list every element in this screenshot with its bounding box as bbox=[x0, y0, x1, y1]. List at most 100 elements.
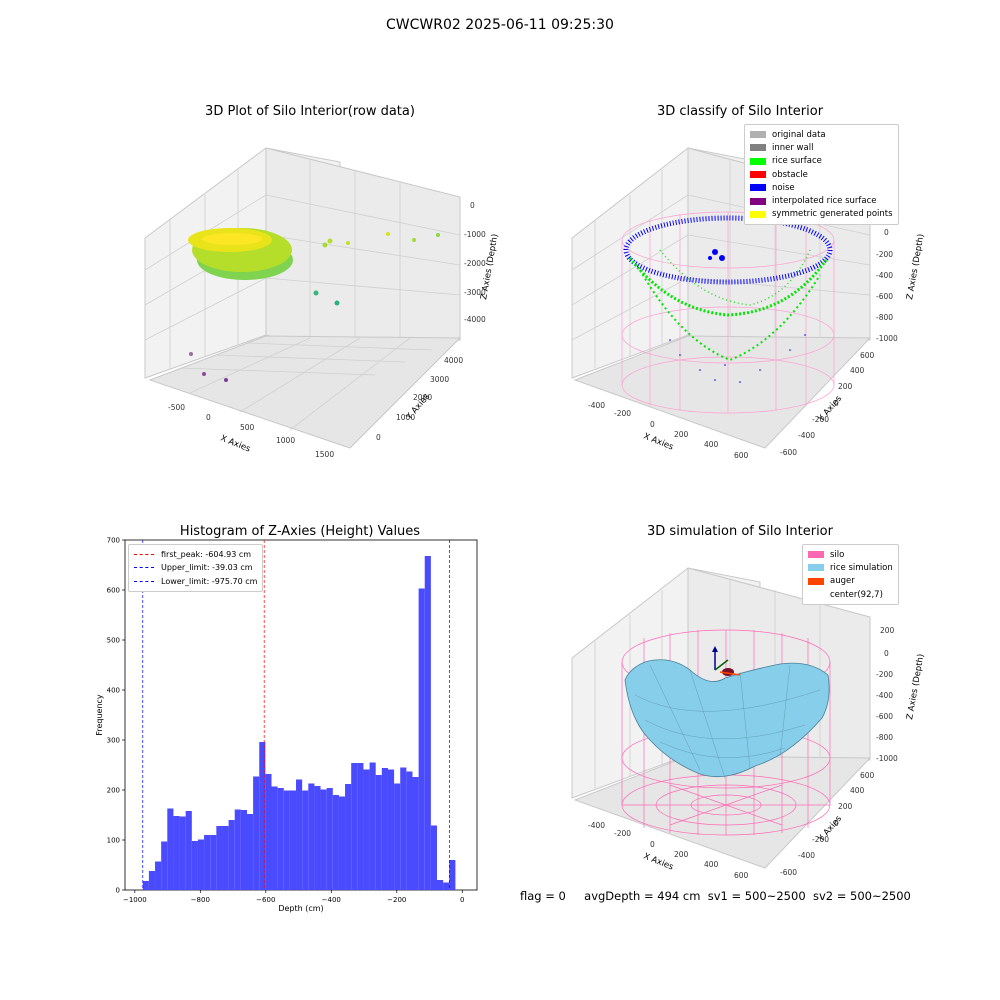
outlier-points bbox=[189, 232, 440, 382]
legend-swatch bbox=[750, 171, 766, 179]
svg-text:1000: 1000 bbox=[396, 413, 415, 422]
histogram-bar bbox=[167, 808, 174, 890]
histogram-bar bbox=[320, 789, 327, 890]
obstacle-blob bbox=[708, 249, 725, 261]
histogram-bar bbox=[412, 777, 419, 890]
noise-scatter bbox=[669, 334, 806, 383]
histogram-bar bbox=[173, 816, 180, 890]
y-axis-label: Frequency bbox=[95, 694, 104, 736]
x-tick-labels: -400 -200 0 200 400 600 bbox=[588, 821, 749, 880]
histogram-bar bbox=[259, 742, 266, 890]
legend-swatch bbox=[750, 210, 766, 218]
rice-surface-mesh bbox=[628, 257, 828, 317]
svg-text:-200: -200 bbox=[614, 829, 631, 838]
histogram-bar bbox=[265, 774, 272, 890]
y-tick-labels: -600 -400 -200 0 200 400 600 bbox=[780, 351, 875, 457]
histogram-bar bbox=[381, 768, 388, 890]
status-footer: flag = 0 avgDepth = 494 cm sv1 = 500~250… bbox=[520, 889, 911, 903]
simulation-legend: silo rice simulation auger center(92,7) bbox=[802, 544, 899, 606]
panel-simulation-3d: 3D simulation of Silo Interior bbox=[550, 520, 930, 900]
svg-text:600: 600 bbox=[734, 451, 749, 460]
floor-pane bbox=[573, 755, 872, 869]
panel-title: 3D classify of Silo Interior bbox=[656, 104, 824, 119]
histogram-bar bbox=[400, 767, 407, 890]
svg-text:-1000: -1000 bbox=[464, 230, 486, 239]
svg-text:600: 600 bbox=[734, 871, 749, 880]
svg-text:2000: 2000 bbox=[413, 393, 432, 402]
svg-text:-600: -600 bbox=[876, 292, 893, 301]
histogram-bar bbox=[369, 762, 376, 890]
histogram-bar bbox=[418, 588, 425, 890]
histogram-bar bbox=[228, 820, 235, 890]
x-tick-label: −400 bbox=[322, 896, 341, 904]
histogram-bar bbox=[283, 790, 290, 890]
y-tick-label: 700 bbox=[107, 537, 120, 545]
svg-text:-400: -400 bbox=[588, 821, 605, 830]
svg-text:-4000: -4000 bbox=[464, 315, 486, 324]
svg-text:500: 500 bbox=[240, 423, 255, 432]
svg-text:-600: -600 bbox=[780, 448, 797, 457]
svg-text:-200: -200 bbox=[812, 415, 829, 424]
sv1-text: sv1 = 500~2500 bbox=[707, 889, 806, 903]
histogram-bar bbox=[204, 835, 211, 890]
svg-text:-400: -400 bbox=[588, 401, 605, 410]
z-axis-label: Z Axies (Depth) bbox=[905, 653, 926, 720]
legend-swatch bbox=[750, 184, 766, 192]
svg-text:-400: -400 bbox=[876, 691, 893, 700]
histogram-bar bbox=[277, 788, 284, 890]
y-tick-label: 400 bbox=[107, 687, 120, 695]
svg-text:-500: -500 bbox=[168, 403, 185, 412]
y-tick-label: 300 bbox=[107, 737, 120, 745]
floor-pane bbox=[148, 335, 462, 449]
legend-swatch bbox=[750, 144, 766, 152]
figure-title: CWCWR02 2025-06-11 09:25:30 bbox=[386, 17, 614, 33]
svg-text:-1000: -1000 bbox=[876, 334, 898, 343]
classify-legend: original data inner wall rice surface ob… bbox=[744, 124, 899, 226]
svg-text:200: 200 bbox=[674, 850, 689, 859]
svg-text:600: 600 bbox=[860, 771, 875, 780]
histogram-bar bbox=[155, 861, 162, 890]
rice-cluster-rim bbox=[202, 233, 262, 245]
z-axis-label: Z Axies (Depth) bbox=[905, 233, 926, 300]
surface-mesh bbox=[634, 664, 821, 779]
legend-swatch bbox=[808, 591, 824, 598]
x-tick-label: −200 bbox=[387, 896, 406, 904]
histogram-bar bbox=[387, 769, 395, 890]
histogram-bar bbox=[375, 775, 382, 890]
panel-title: 3D Plot of Silo Interior(row data) bbox=[205, 104, 415, 119]
svg-text:0: 0 bbox=[376, 433, 381, 442]
flag-text: flag = 0 bbox=[520, 889, 566, 903]
svg-text:200: 200 bbox=[674, 430, 689, 439]
histogram-bar bbox=[234, 809, 241, 890]
svg-text:-600: -600 bbox=[780, 868, 797, 877]
svg-text:-200: -200 bbox=[876, 250, 893, 259]
svg-text:400: 400 bbox=[704, 440, 719, 449]
y-tick-label: 0 bbox=[116, 887, 120, 895]
y-axis-label: Y Axies bbox=[816, 394, 844, 425]
y-tick-label: 600 bbox=[107, 587, 120, 595]
legend-swatch bbox=[808, 577, 824, 585]
svg-text:3000: 3000 bbox=[430, 375, 449, 384]
svg-text:1000: 1000 bbox=[276, 436, 295, 445]
panel-title: 3D simulation of Silo Interior bbox=[647, 524, 833, 539]
noise-ring bbox=[623, 215, 833, 285]
legend-swatch bbox=[808, 564, 824, 572]
svg-text:4000: 4000 bbox=[444, 356, 463, 365]
y-tick-label: 100 bbox=[107, 837, 120, 845]
y-tick-labels: 0 1000 2000 3000 4000 bbox=[376, 356, 463, 442]
histogram-bar bbox=[210, 835, 217, 890]
y-tick-label: 500 bbox=[107, 637, 120, 645]
svg-text:-3000: -3000 bbox=[464, 288, 486, 297]
svg-text:400: 400 bbox=[850, 786, 865, 795]
x-tick-label: −800 bbox=[191, 896, 210, 904]
x-axis-label: X Axies bbox=[642, 432, 675, 453]
svg-text:0: 0 bbox=[650, 420, 655, 429]
histogram-bar bbox=[142, 881, 149, 890]
histogram-bar bbox=[161, 841, 168, 890]
z-tick-labels: 200 0 -200 -400 -600 -800 -1000 bbox=[876, 626, 898, 763]
histogram-bar bbox=[326, 788, 333, 890]
histogram-bar bbox=[216, 826, 223, 890]
x-tick-labels: -400 -200 0 200 400 600 bbox=[588, 401, 749, 460]
histogram-bar bbox=[351, 763, 358, 890]
legend-swatch bbox=[750, 197, 766, 205]
